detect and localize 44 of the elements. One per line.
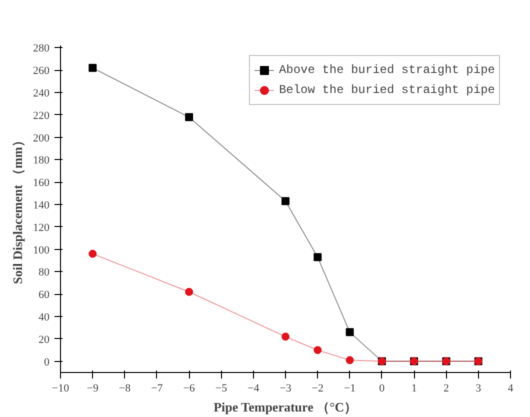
point: [185, 113, 194, 122]
y-tick-label: 220: [33, 110, 50, 122]
y-tick-label: 120: [33, 222, 50, 234]
x-tick-label: −8: [118, 382, 132, 394]
x-tick-label: −2: [312, 382, 324, 394]
legend-label: Below the buried straight pipe: [278, 83, 495, 97]
y-tick-label: 80: [38, 266, 50, 279]
x-tick-label: 2: [443, 382, 449, 394]
x-tick-label: −4: [248, 382, 260, 394]
x-tick-label: −9: [86, 382, 99, 394]
y-tick-label: 100: [33, 244, 50, 256]
y-tick-label: 60: [38, 289, 50, 302]
y-tick-label: 140: [33, 200, 50, 212]
point: [282, 332, 290, 341]
x-tick-label: 0: [379, 382, 386, 394]
y-tick-label: 180: [33, 154, 50, 167]
x-tick-label: 1: [411, 382, 417, 394]
x-axis-title: Pipe Temperature （°C）: [214, 400, 358, 414]
x-tick-label: −1: [344, 382, 356, 394]
point: [346, 328, 354, 336]
y-tick-label: 0: [44, 356, 50, 368]
point: [314, 253, 322, 262]
point: [88, 250, 97, 258]
y-tick-label: 160: [33, 177, 50, 190]
x-tick-label: 3: [476, 382, 482, 394]
point: [185, 288, 194, 296]
x-tick-label: −10: [52, 382, 70, 394]
x-tick-label: −5: [215, 382, 228, 394]
point: [88, 64, 97, 72]
y-tick-label: 280: [33, 42, 50, 55]
x-tick-label: −7: [151, 382, 164, 394]
point: [314, 346, 322, 354]
y-tick-label: 240: [33, 88, 50, 100]
x-tick-label: −6: [183, 382, 196, 394]
x-tick-label: 4: [508, 382, 514, 394]
point: [346, 356, 354, 364]
y-tick-label: 200: [33, 132, 50, 144]
y-tick-label: 40: [38, 312, 50, 324]
legend-label: Above the buried straight pipe: [278, 63, 495, 77]
y-tick-label: 20: [38, 334, 50, 346]
point: [282, 197, 290, 206]
y-tick-label: 260: [33, 65, 50, 78]
y-axis-title: Soil Displacement （mm）: [10, 134, 25, 284]
x-tick-label: −3: [280, 382, 292, 394]
